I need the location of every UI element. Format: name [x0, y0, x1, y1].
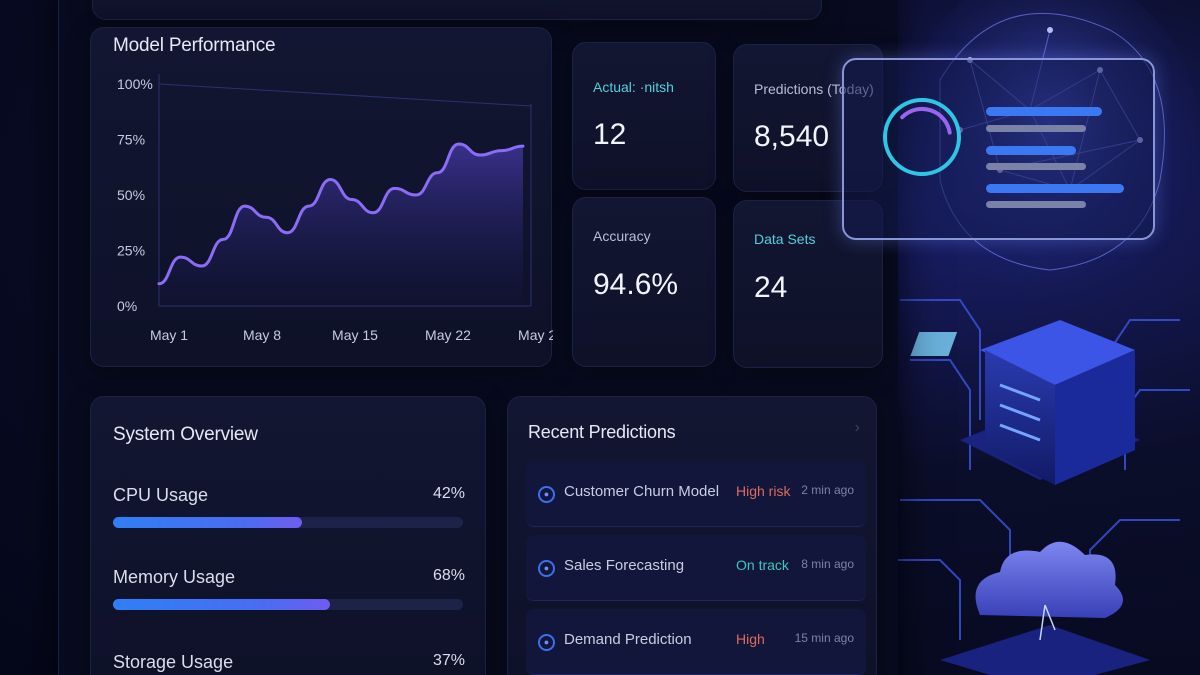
- stat-value: 24: [754, 271, 788, 304]
- x-tick-label: May 29: [518, 327, 553, 343]
- x-tick-label: May 1: [150, 327, 188, 343]
- prediction-name: Customer Churn Model: [564, 483, 720, 500]
- series-line: [157, 142, 525, 286]
- chevron-right-icon[interactable]: ›: [854, 419, 860, 436]
- progress-ring-icon: [883, 98, 961, 176]
- floating-analytics-panel: [842, 58, 1155, 240]
- progress-track: [113, 517, 463, 528]
- y-tick-label: 100%: [117, 76, 153, 92]
- prediction-time: 15 min ago: [794, 631, 854, 645]
- cloud-icon: [940, 541, 1150, 675]
- model-icon: ●: [538, 634, 555, 651]
- system-overview-card: System Overview CPU Usage 42% Memory Usa…: [90, 396, 486, 675]
- prediction-status: High risk: [736, 483, 791, 499]
- panel-bar: [986, 201, 1086, 208]
- model-performance-card: Model Performance 100% 75% 50% 25% 0% May 1 Ma…: [90, 27, 553, 367]
- progress-track: [113, 599, 463, 610]
- stat-value: 8,540: [754, 120, 830, 153]
- metric-percent: 68%: [432, 567, 465, 584]
- prediction-name: Demand Prediction: [564, 631, 692, 648]
- panel-bar: [986, 125, 1086, 132]
- y-tick-label: 25%: [117, 243, 145, 259]
- x-tick-label: May 22: [425, 327, 471, 343]
- prediction-row[interactable]: ● Customer Churn Model High risk 2 min a…: [526, 461, 866, 527]
- metric-label: Storage Usage: [113, 652, 234, 672]
- stat-value: 12: [593, 118, 627, 151]
- stat-label: Data Sets: [754, 231, 816, 247]
- panel-bar: [986, 146, 1076, 155]
- metric-percent: 37%: [432, 652, 465, 669]
- stat-card-actual[interactable]: Actual: ·nitsh 12: [572, 42, 716, 190]
- stat-label: Actual: ·nitsh: [593, 79, 674, 95]
- header-card: [92, 0, 822, 20]
- metric-label: Memory Usage: [113, 567, 236, 587]
- y-tick-label: 0%: [117, 298, 137, 314]
- y-tick-label: 75%: [117, 132, 145, 148]
- prediction-status: On track: [736, 557, 789, 573]
- server-cube: [910, 320, 1140, 485]
- recent-predictions-title: Recent Predictions: [528, 422, 676, 442]
- prediction-name: Sales Forecasting: [564, 557, 685, 574]
- top-guide-line: [158, 83, 532, 107]
- panel-bar: [986, 163, 1086, 170]
- system-overview-title: System Overview: [113, 424, 258, 445]
- metric-label: CPU Usage: [113, 485, 209, 505]
- stat-card-accuracy[interactable]: Accuracy 94.6%: [572, 197, 716, 367]
- prediction-row[interactable]: ● Sales Forecasting On track 8 min ago: [526, 535, 866, 601]
- model-icon: ●: [538, 560, 555, 577]
- prediction-status: High: [736, 631, 765, 647]
- performance-chart: 100% 75% 50% 25% 0% May 1 May 8 May 15 May 22 May…: [117, 74, 553, 343]
- progress-fill: [113, 599, 330, 610]
- recent-predictions-card: Recent Predictions › ● Customer Churn Mo…: [507, 396, 877, 675]
- stat-label: Accuracy: [593, 228, 651, 244]
- progress-fill: [113, 517, 302, 528]
- x-tick-label: May 15: [332, 327, 378, 343]
- prediction-time: 8 min ago: [801, 557, 854, 571]
- panel-bar: [986, 184, 1124, 193]
- panel-bar: [986, 107, 1102, 116]
- model-icon: ●: [538, 486, 555, 503]
- prediction-time: 2 min ago: [801, 483, 854, 497]
- y-tick-label: 50%: [117, 187, 145, 203]
- stat-value: 94.6%: [593, 268, 679, 301]
- model-performance-title: Model Performance: [113, 35, 276, 56]
- metric-percent: 42%: [432, 485, 465, 502]
- prediction-row[interactable]: ● Demand Prediction High 15 min ago: [526, 609, 866, 675]
- x-tick-label: May 8: [243, 327, 281, 343]
- area-fill: [159, 143, 523, 306]
